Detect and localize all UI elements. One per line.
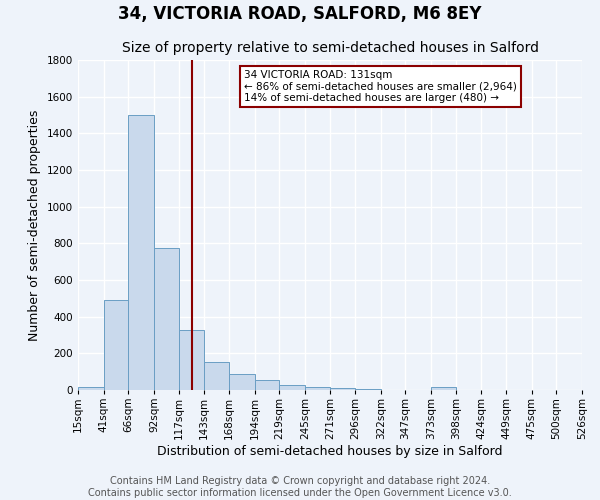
Bar [331,388,355,390]
Bar [355,389,381,390]
X-axis label: Distribution of semi-detached houses by size in Salford: Distribution of semi-detached houses by … [157,444,503,458]
Bar [254,380,279,390]
Bar [279,384,305,390]
Text: 34, VICTORIA ROAD, SALFORD, M6 8EY: 34, VICTORIA ROAD, SALFORD, M6 8EY [118,5,482,23]
Bar [305,387,331,390]
Bar [179,330,204,390]
Bar [431,387,456,390]
Title: Size of property relative to semi-detached houses in Salford: Size of property relative to semi-detach… [121,40,539,54]
Bar [154,248,179,390]
Bar [128,115,154,390]
Bar [78,387,104,390]
Bar [229,374,254,390]
Y-axis label: Number of semi-detached properties: Number of semi-detached properties [28,110,41,340]
Text: Contains HM Land Registry data © Crown copyright and database right 2024.
Contai: Contains HM Land Registry data © Crown c… [88,476,512,498]
Bar [104,300,128,390]
Bar [204,362,229,390]
Text: 34 VICTORIA ROAD: 131sqm
← 86% of semi-detached houses are smaller (2,964)
14% o: 34 VICTORIA ROAD: 131sqm ← 86% of semi-d… [244,70,517,103]
